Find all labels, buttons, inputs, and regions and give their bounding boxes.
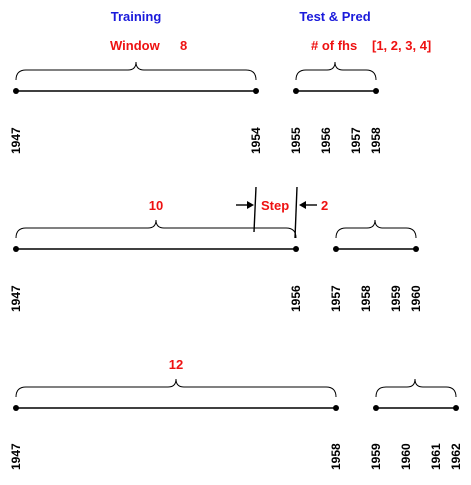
year-label: 1959 (369, 443, 383, 470)
train-start-dot (13, 88, 19, 94)
step-left-marker (253, 186, 257, 233)
year-label: 1947 (9, 127, 23, 154)
test-end-dot (373, 88, 379, 94)
year-label: 1957 (349, 127, 363, 154)
test-brace (375, 378, 457, 398)
test-brace (295, 61, 377, 81)
row-3: 12 1947 1958 1959 1960 1961 1962 (9, 357, 463, 470)
test-brace (335, 219, 417, 239)
train-size-label: 10 (149, 198, 163, 213)
year-label: 1958 (359, 285, 373, 312)
row-2: 10 Step 2 1947 1956 1957 1958 1959 1960 (9, 186, 423, 312)
year-label: 1960 (399, 443, 413, 470)
year-label: 1955 (289, 127, 303, 154)
train-brace (15, 219, 297, 239)
test-start-dot (373, 405, 379, 411)
arrow-head-icon (247, 201, 254, 209)
train-end-dot (333, 405, 339, 411)
training-header: Training (111, 9, 162, 24)
year-label: 1958 (329, 443, 343, 470)
test-end-dot (413, 246, 419, 252)
test-end-dot (453, 405, 459, 411)
year-label: 1962 (449, 443, 463, 470)
year-label: 1956 (319, 127, 333, 154)
row-1: 1947 1954 1955 1956 1957 1958 (9, 61, 383, 154)
train-brace (15, 61, 257, 81)
step-right-marker (294, 186, 298, 239)
arrow-head-icon (299, 201, 306, 209)
year-label: 1947 (9, 285, 23, 312)
step-value: 2 (321, 198, 328, 213)
year-label: 1956 (289, 285, 303, 312)
year-label: 1947 (9, 443, 23, 470)
train-start-dot (13, 246, 19, 252)
train-end-dot (253, 88, 259, 94)
year-label: 1960 (409, 285, 423, 312)
train-start-dot (13, 405, 19, 411)
year-label: 1958 (369, 127, 383, 154)
fhs-label: # of fhs (311, 38, 357, 53)
step-label: Step (261, 198, 289, 213)
test-start-dot (333, 246, 339, 252)
year-label: 1959 (389, 285, 403, 312)
train-size-label: 12 (169, 357, 183, 372)
window-value: 8 (180, 38, 187, 53)
year-label: 1954 (249, 127, 263, 154)
test-start-dot (293, 88, 299, 94)
year-label: 1961 (429, 443, 443, 470)
train-end-dot (293, 246, 299, 252)
test-pred-header: Test & Pred (299, 9, 370, 24)
window-label: Window (110, 38, 161, 53)
train-brace (15, 378, 337, 398)
year-label: 1957 (329, 285, 343, 312)
fhs-value: [1, 2, 3, 4] (372, 38, 431, 53)
